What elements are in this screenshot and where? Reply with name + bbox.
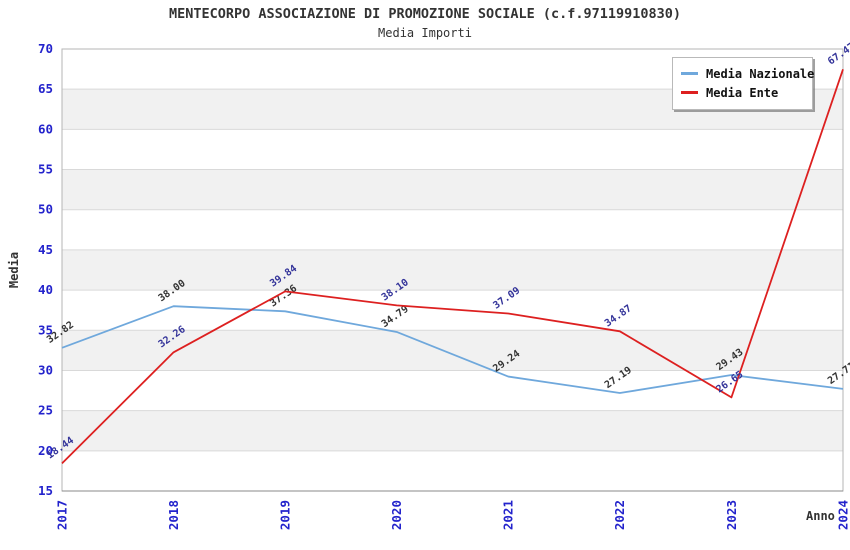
media-ente-line-swatch [681,91,698,94]
x-tick-label: 2019 [278,500,293,530]
x-tick-label: 2020 [389,500,404,530]
y-tick-label: 15 [38,483,53,498]
y-tick-label: 40 [38,282,53,297]
x-tick-label: 2021 [501,500,516,530]
y-tick-label: 65 [38,81,53,96]
legend-label-media-ente: Media Ente [706,85,779,100]
chart-title: MENTECORPO ASSOCIAZIONE DI PROMOZIONE SO… [168,6,682,22]
y-tick-label: 50 [38,202,53,217]
y-tick-label: 55 [38,162,53,177]
legend-item-media-nazionale: Media Nazionale [681,64,814,83]
y-tick-label: 30 [38,362,53,377]
legend-box: Media Nazionale Media Ente [672,57,814,110]
grid-band [62,129,843,170]
x-axis-title: Anno [806,509,835,523]
y-tick-label: 60 [38,121,53,136]
y-tick-label: 70 [38,41,53,56]
chart-subtitle: Media Importi [378,26,472,40]
series-line-media-nazionale [61,305,844,394]
y-axis-title: Media [7,251,21,289]
x-tick-label: 2022 [612,500,627,530]
grid-band [62,209,843,250]
grid-band [62,410,843,451]
grid-band [62,450,843,491]
media-nazionale-line-swatch [681,72,698,75]
legend-item-media-ente: Media Ente [681,83,804,102]
x-tick-label: 2017 [54,500,69,530]
x-tick-label: 2023 [724,500,739,530]
y-tick-label: 45 [38,242,53,257]
legend-label-media-nazionale: Media Nazionale [706,66,815,81]
grid-band [62,249,843,291]
grid-band [62,169,843,210]
series-line-media-ente [61,69,844,464]
y-tick-label: 35 [38,322,53,337]
y-tick-label: 25 [38,403,53,418]
x-tick-label: 2024 [835,500,850,530]
y-tick-label: 20 [38,443,53,458]
x-tick-label: 2018 [166,500,181,530]
grid-band [62,330,843,371]
